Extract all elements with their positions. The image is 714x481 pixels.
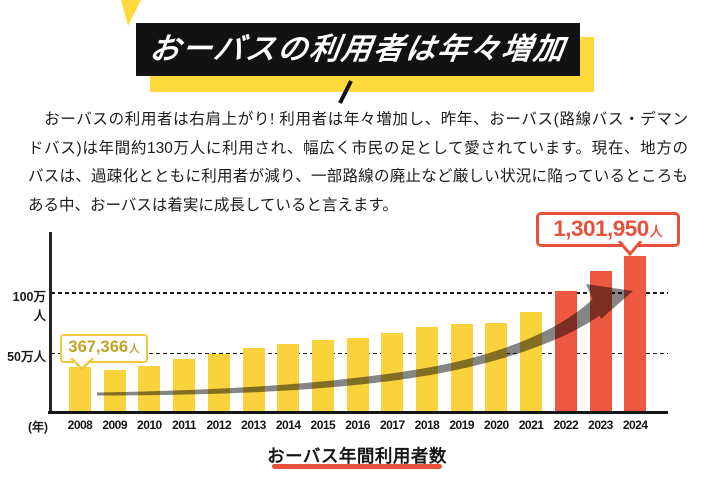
intro-line-4: ある中、おーバスは着実に成長していると言えます。 — [28, 196, 398, 214]
callout-2024-pointer-icon — [617, 241, 643, 257]
x-axis-line — [48, 411, 668, 415]
callout-2024-value: 1,301,950 — [553, 216, 649, 241]
bar-2013 — [242, 348, 265, 411]
title-banner: おーバスの利用者は年々増加 — [136, 23, 580, 76]
x-label-2017: 2017 — [379, 418, 405, 432]
x-label-2011: 2011 — [172, 418, 197, 432]
bar-2022 — [554, 291, 577, 411]
x-label-2024: 2024 — [622, 418, 648, 432]
bar-2018 — [416, 327, 438, 411]
x-label-2012: 2012 — [206, 418, 232, 432]
chart-caption: おーバス年間利用者数 — [267, 446, 447, 466]
gridline-100man — [51, 292, 668, 294]
intro-paragraph: おーバスの利用者は右肩上がり! 利用者は年々増加し、昨年、おーバス(路線バス・デ… — [28, 106, 688, 220]
bar-2011 — [173, 359, 196, 411]
x-label-2009: 2009 — [102, 418, 128, 432]
page-title: おーバスの利用者は年々増加 — [147, 32, 569, 66]
callout-2024: 1,301,950 人 — [536, 212, 680, 247]
y-tick-100man: 100万人 — [12, 290, 46, 323]
bar-2024 — [624, 256, 647, 411]
bar-2010 — [138, 366, 161, 411]
x-label-2022: 2022 — [553, 418, 579, 432]
bar-2020 — [485, 323, 508, 411]
callout-2008-value: 367,366 — [68, 338, 129, 356]
bar-2015 — [311, 340, 334, 411]
x-label-2016: 2016 — [345, 418, 370, 432]
x-label-2013: 2013 — [241, 418, 266, 432]
x-label-2019: 2019 — [449, 418, 475, 432]
bar-2012 — [207, 354, 230, 411]
x-axis-unit-label: (年) — [28, 420, 48, 434]
y-tick-50man: 50万人 — [7, 350, 46, 364]
bar-2008 — [69, 367, 91, 411]
callout-2008-pointer-icon — [70, 358, 94, 371]
x-label-2014: 2014 — [275, 418, 301, 432]
bar-2017 — [381, 333, 404, 411]
x-label-2008: 2008 — [67, 418, 93, 432]
bar-2023 — [589, 271, 612, 411]
intro-line-1: おーバスの利用者は右肩上がり! 利用者は年々増加し、昨年、おーバス(路線バス・デ… — [28, 111, 688, 128]
caption-underline — [272, 464, 442, 469]
intro-line-2: ドバス)は年間約130万人に利用され、幅広く市民の足として愛されています。現在、… — [28, 139, 688, 157]
intro-line-3: バスは、過疎化とともに利用者が減り、一部路線の廃止など厳しい状況に陥っているとこ… — [28, 168, 688, 185]
x-label-2010: 2010 — [137, 418, 162, 432]
x-label-2015: 2015 — [310, 418, 336, 432]
x-label-2021: 2021 — [518, 418, 544, 432]
y-axis-line — [49, 232, 52, 412]
bar-2009 — [103, 370, 126, 411]
x-label-2023: 2023 — [588, 418, 613, 432]
bar-2014 — [277, 344, 300, 411]
callout-2024-suffix: 人 — [649, 224, 663, 239]
callout-2008-suffix: 人 — [129, 343, 140, 355]
x-label-2018: 2018 — [414, 418, 440, 432]
bar-2019 — [450, 324, 473, 411]
bar-2021 — [520, 312, 543, 411]
x-label-2020: 2020 — [484, 418, 509, 432]
bar-2016 — [346, 338, 369, 411]
